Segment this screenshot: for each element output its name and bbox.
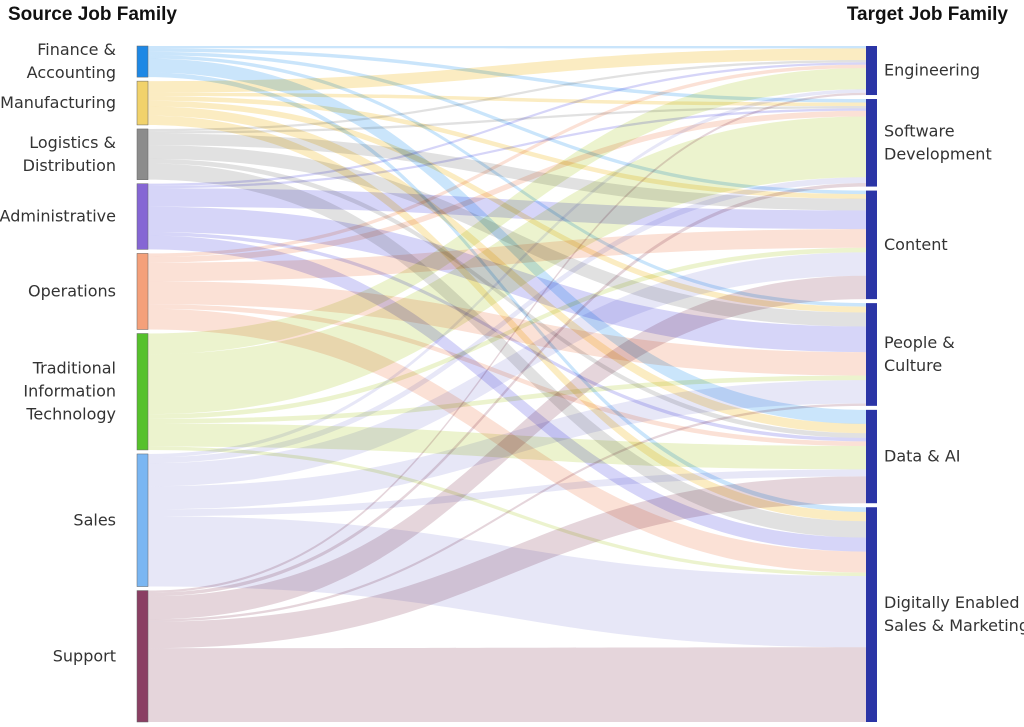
link-finance-to-engineering bbox=[148, 46, 866, 49]
link-traditional-it-to-content bbox=[148, 247, 866, 419]
target-label-digital-sales-marketing: Digitally Enabled bbox=[884, 593, 1020, 612]
link-logistics-to-engineering bbox=[148, 60, 866, 132]
link-traditional-it-to-people-culture bbox=[148, 375, 866, 424]
target-label-people-culture: People & bbox=[884, 333, 955, 352]
link-support-to-content bbox=[148, 275, 866, 620]
target-node-software-development bbox=[866, 99, 877, 187]
source-node-manufacturing bbox=[136, 80, 149, 126]
source-node-sales bbox=[136, 453, 149, 587]
target-node-people-culture bbox=[866, 303, 877, 406]
link-administrative-to-engineering bbox=[148, 62, 866, 186]
link-sales-to-content bbox=[148, 252, 866, 487]
link-administrative-to-software-development bbox=[148, 108, 866, 189]
target-label-data-ai: Data & AI bbox=[884, 447, 961, 466]
link-operations-to-engineering bbox=[148, 64, 866, 257]
link-operations-to-people-culture bbox=[148, 281, 866, 376]
source-label-operations: Operations bbox=[28, 281, 116, 300]
link-support-to-data-ai bbox=[148, 476, 866, 649]
source-label-finance: Accounting bbox=[27, 63, 116, 82]
source-label-traditional-it: Traditional bbox=[32, 359, 116, 378]
link-support-to-digital-sales-marketing bbox=[148, 647, 866, 722]
target-node-data-ai bbox=[866, 409, 877, 504]
source-label-finance: Finance & bbox=[37, 40, 116, 59]
target-label-software-development: Development bbox=[884, 144, 992, 163]
link-traditional-it-to-software-development bbox=[148, 116, 866, 415]
link-sales-to-data-ai bbox=[148, 469, 866, 517]
source-node-support bbox=[136, 590, 149, 723]
source-node-traditional-it bbox=[136, 333, 149, 451]
target-header: Target Job Family bbox=[847, 4, 1009, 25]
link-finance-to-people-culture bbox=[148, 55, 866, 307]
link-sales-to-digital-sales-marketing bbox=[148, 516, 866, 648]
link-support-to-people-culture bbox=[148, 403, 866, 622]
source-label-administrative: Administrative bbox=[0, 207, 116, 226]
source-node-administrative bbox=[136, 183, 149, 250]
target-label-content: Content bbox=[884, 235, 948, 254]
source-label-traditional-it: Technology bbox=[25, 405, 116, 424]
link-sales-to-software-development bbox=[148, 177, 866, 464]
link-sales-to-engineering bbox=[148, 89, 866, 458]
link-logistics-to-software-development bbox=[148, 106, 866, 134]
target-node-digital-sales-marketing bbox=[866, 507, 877, 722]
source-label-manufacturing: Manufacturing bbox=[0, 93, 116, 112]
link-manufacturing-to-engineering bbox=[148, 48, 866, 93]
source-label-logistics: Logistics & bbox=[29, 133, 116, 152]
link-support-to-software-development bbox=[148, 183, 866, 597]
target-node-content bbox=[866, 190, 877, 300]
source-node-logistics bbox=[136, 128, 149, 180]
link-operations-to-software-development bbox=[148, 110, 866, 263]
link-logistics-to-digital-sales-marketing bbox=[148, 163, 866, 538]
flow-nodes: Finance & Accounting Manufacturing Logistic… bbox=[0, 40, 1024, 723]
link-logistics-to-content bbox=[148, 133, 866, 211]
link-logistics-to-data-ai bbox=[148, 158, 866, 438]
link-traditional-it-to-engineering bbox=[148, 68, 866, 355]
source-label-sales: Sales bbox=[73, 510, 116, 529]
target-label-digital-sales-marketing: Sales & Marketing bbox=[884, 616, 1024, 635]
source-label-support: Support bbox=[53, 646, 116, 665]
source-node-finance bbox=[136, 45, 149, 78]
target-label-software-development: Software bbox=[884, 121, 955, 140]
link-support-to-engineering bbox=[148, 92, 866, 593]
flow-links bbox=[148, 46, 866, 722]
target-node-engineering bbox=[866, 46, 877, 96]
source-label-logistics: Distribution bbox=[23, 156, 116, 175]
link-finance-to-content bbox=[148, 51, 866, 195]
link-administrative-to-digital-sales-marketing bbox=[148, 235, 866, 552]
source-label-traditional-it: Information bbox=[23, 382, 116, 401]
link-traditional-it-to-digital-sales-marketing bbox=[148, 446, 866, 577]
target-label-engineering: Engineering bbox=[884, 61, 980, 80]
source-header: Source Job Family bbox=[8, 4, 177, 25]
source-node-operations bbox=[136, 253, 149, 330]
target-label-people-culture: Culture bbox=[884, 356, 942, 375]
